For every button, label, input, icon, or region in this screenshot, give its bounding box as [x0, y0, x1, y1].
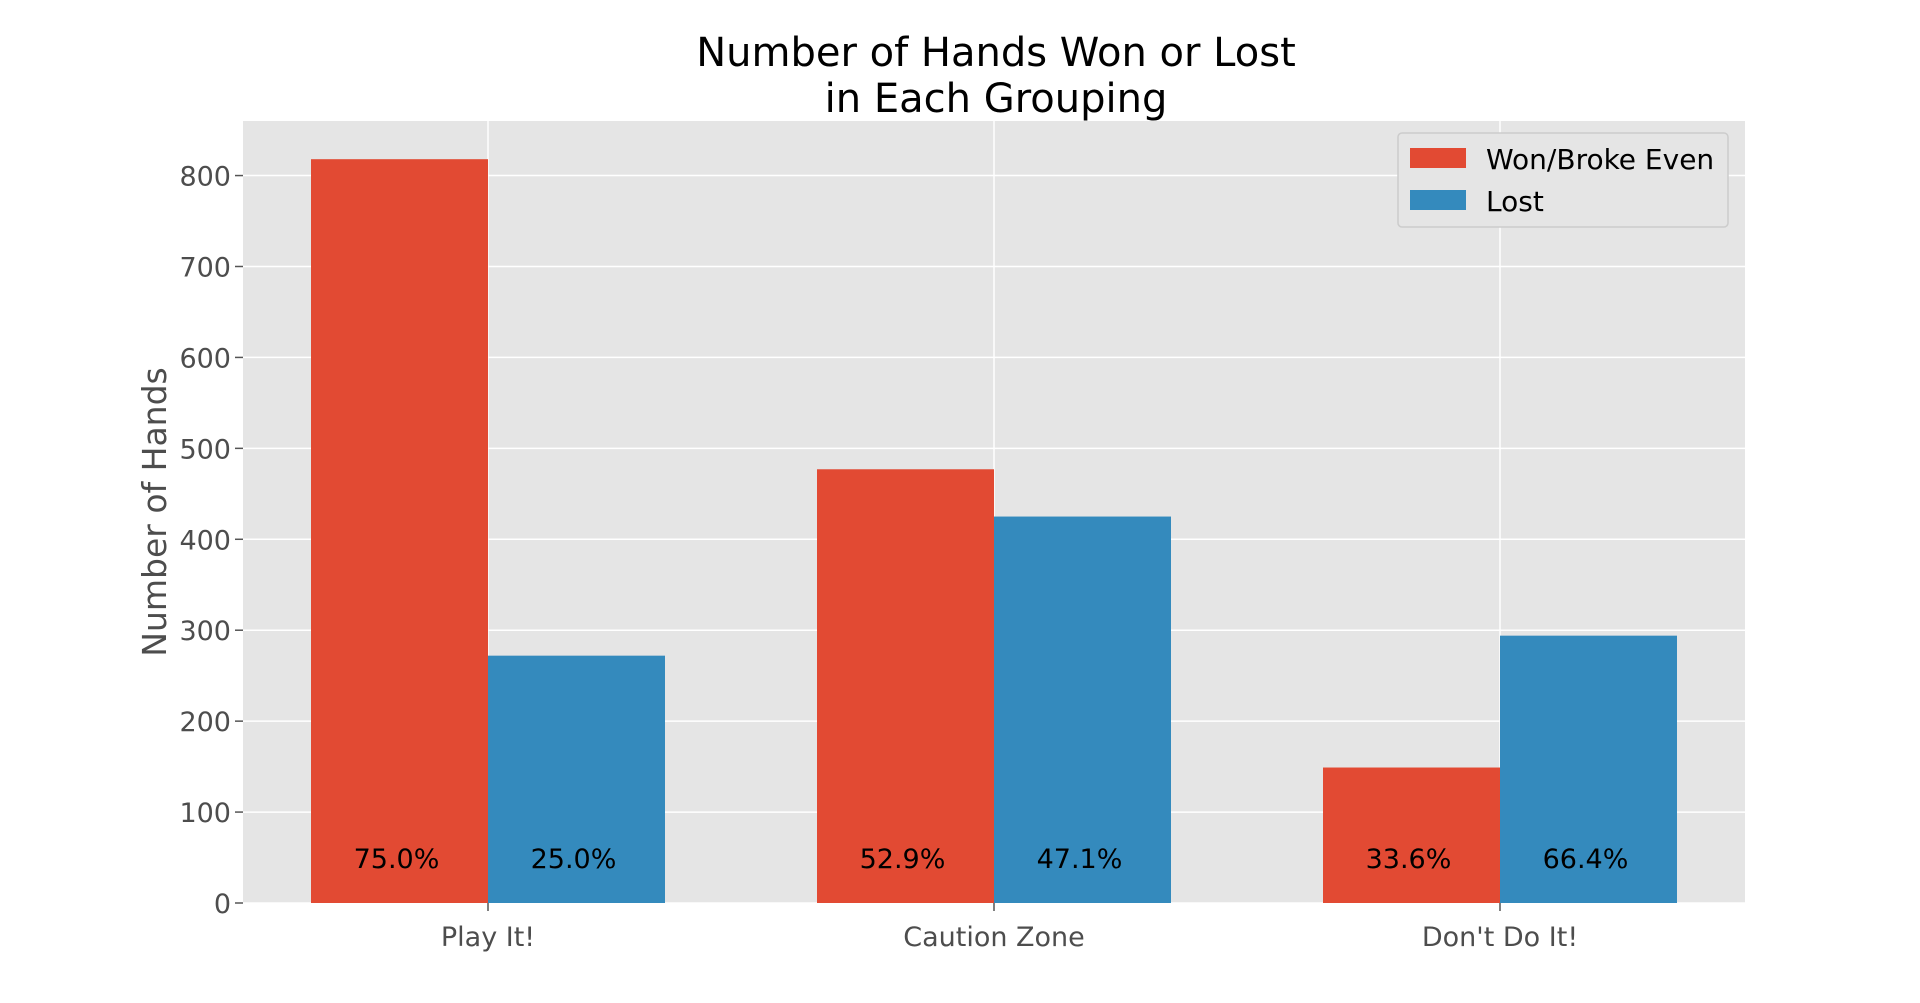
x-tick-label: Don't Do It! [1422, 922, 1578, 953]
chart-title-line-2: in Each Grouping [825, 76, 1168, 122]
y-tick-label: 700 [179, 252, 231, 283]
bar-lost [994, 516, 1171, 903]
bar-data-label: 47.1% [1037, 844, 1123, 875]
legend-swatch [1410, 148, 1466, 168]
y-tick-label: 600 [179, 343, 231, 374]
x-tick-label: Play It! [441, 922, 535, 953]
y-axis-label: Number of Hands [135, 367, 174, 656]
y-tick-label: 500 [179, 434, 231, 465]
bar-data-label: 66.4% [1543, 844, 1629, 875]
chart-title: Number of Hands Won or Lost in Each Grou… [696, 30, 1296, 122]
legend: Won/Broke Even Lost [1397, 132, 1729, 228]
bar-data-label: 25.0% [531, 844, 617, 875]
y-tick-label: 200 [179, 707, 231, 738]
chart-title-line-1: Number of Hands Won or Lost [696, 30, 1296, 76]
bar-lost [1500, 635, 1677, 903]
bar-won [1323, 767, 1500, 903]
bar-lost [488, 655, 665, 903]
bars: 75.0% 52.9% 33.6% 25.0% 47.1% 66.4% [311, 159, 1677, 904]
bar-data-label: 52.9% [860, 844, 946, 875]
legend-label: Won/Broke Even [1486, 143, 1714, 176]
bar-data-label: 75.0% [354, 844, 440, 875]
y-tick-label: 800 [179, 162, 231, 193]
y-tick-label: 0 [214, 889, 231, 920]
bar-won [311, 159, 488, 904]
bar-data-label: 33.6% [1366, 844, 1452, 875]
x-tick-label: Caution Zone [903, 922, 1085, 953]
legend-swatch [1410, 190, 1466, 210]
bar-won [817, 469, 994, 903]
y-tick-label: 400 [179, 525, 231, 556]
axis-ticks: 0 100 200 300 400 500 600 700 800 Play It! Caution… [179, 162, 1578, 953]
legend-box [1397, 132, 1729, 228]
y-tick-label: 300 [179, 616, 231, 647]
y-tick-label: 100 [179, 798, 231, 829]
legend-label: Lost [1486, 185, 1544, 218]
